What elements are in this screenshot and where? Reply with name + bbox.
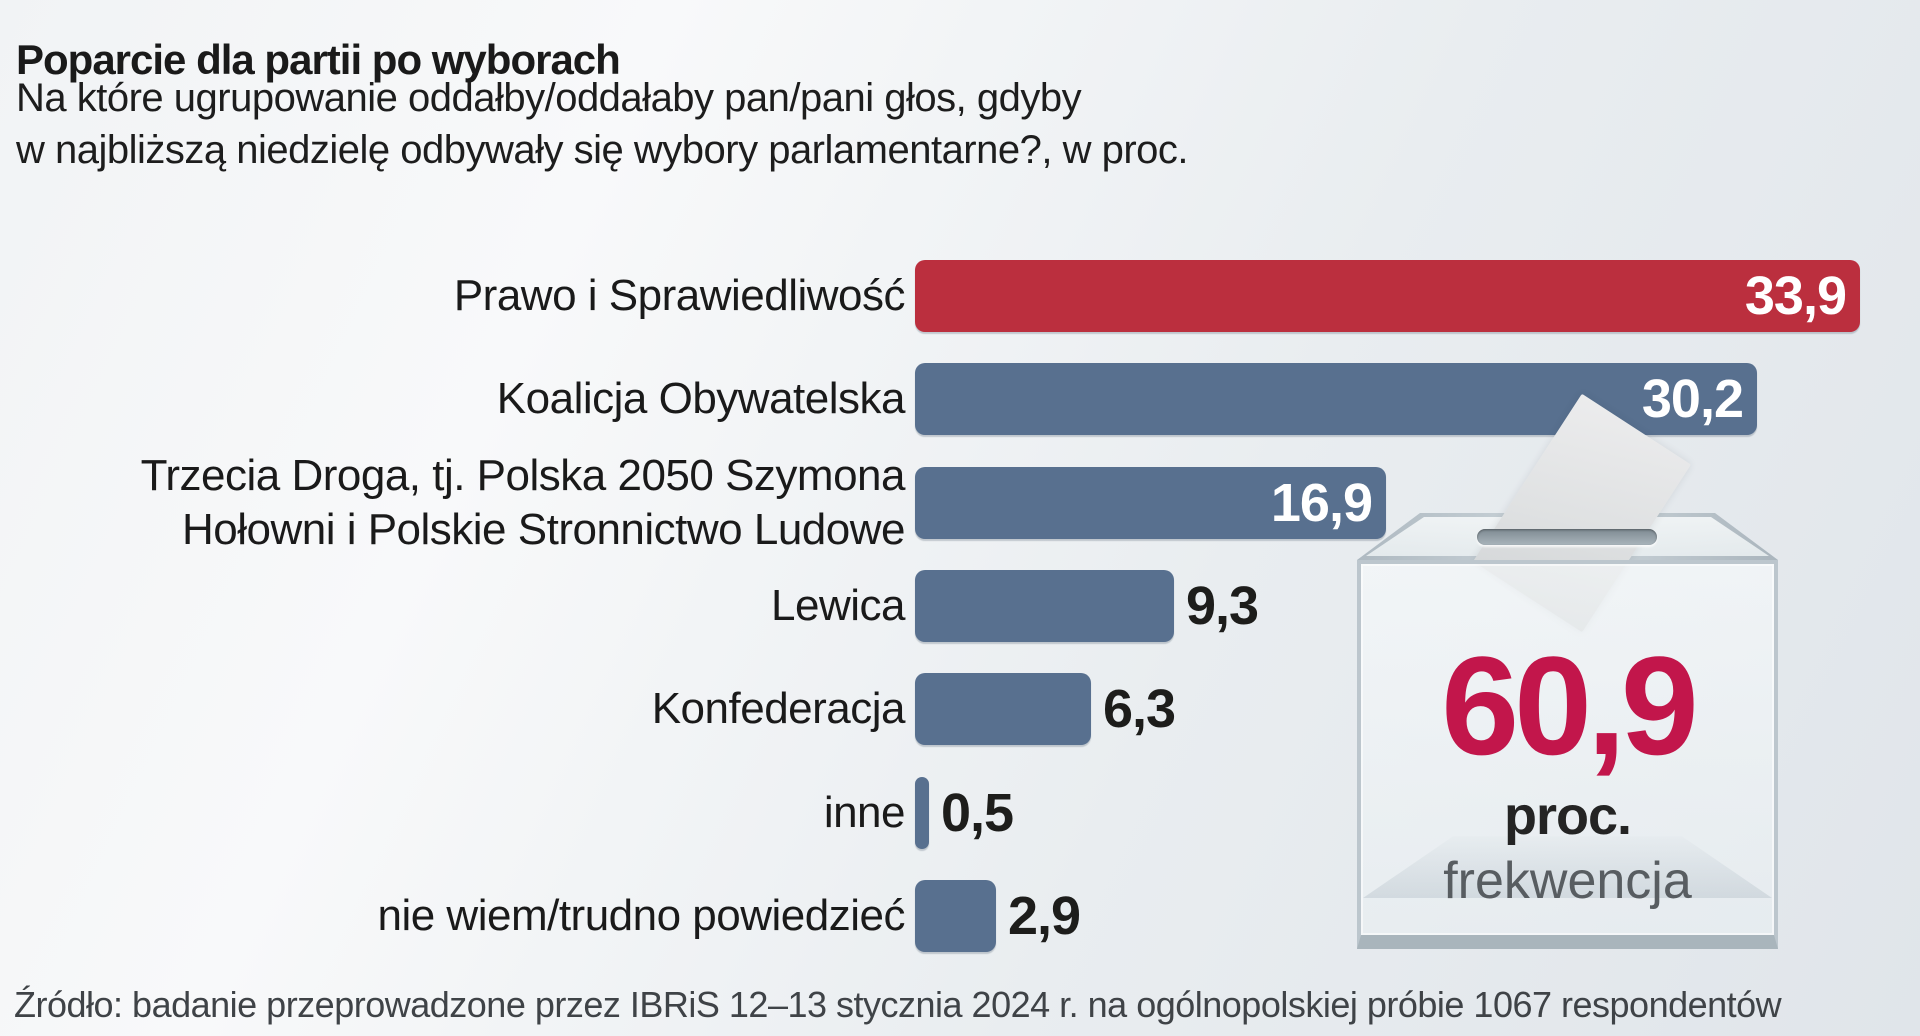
bar-row: Koalicja Obywatelska 30,2 [0,363,1920,435]
page-subtitle: Na które ugrupowanie oddałby/oddałaby pa… [16,72,1189,176]
bar [915,880,996,952]
category-label: inne [823,788,906,837]
value-label: 30,2 [1641,369,1744,429]
value-label: 6,3 [1103,679,1176,739]
value-label: 2,9 [1008,886,1081,946]
turnout-caption: frekwencja [1443,852,1692,910]
bar: 30,2 [915,363,1757,435]
value-label: 9,3 [1186,576,1259,636]
bar [915,673,1091,745]
category-label: Konfederacja [651,684,906,733]
page-title: Poparcie dla partii po wyborach [16,36,621,84]
subtitle-line-1: Na które ugrupowanie oddałby/oddałaby pa… [16,76,1082,120]
turnout-value: 60,9 [1441,627,1698,784]
bar-chart: Prawo i Sprawiedliwość 33,9 Koalicja Obywa… [0,260,1920,960]
category-label: Lewica [771,581,905,630]
subtitle-line-2: w najbliższą niedzielę odbywały się wybo… [16,128,1189,172]
source-note: Źródło: badanie przeprowadzone przez IBR… [14,984,1782,1025]
ballot-slot-icon [1477,529,1657,545]
bar-row: Trzecia Droga, tj. Polska 2050 Szymona H… [0,451,1920,554]
category-label: Trzecia Droga, tj. Polska 2050 Szymona H… [140,451,906,554]
bar: 16,9 [915,467,1386,539]
bar-row: Konfederacja 6,3 [0,673,1920,745]
bar-row: nie wiem/trudno powiedzieć 2,9 [0,880,1920,952]
bar-row: inne 0,5 [0,777,1920,849]
category-label: Koalicja Obywatelska [496,374,906,423]
bar-row: Prawo i Sprawiedliwość 33,9 [0,260,1920,332]
ballot-box-front-face [1357,560,1778,949]
value-label: 0,5 [941,783,1014,843]
category-label: Prawo i Sprawiedliwość [453,271,906,320]
category-label: nie wiem/trudno powiedzieć [377,891,905,940]
bar [915,570,1174,642]
value-label: 33,9 [1744,266,1847,326]
bar-row: Lewica 9,3 [0,570,1920,642]
bar [915,777,929,849]
value-label: 16,9 [1270,473,1373,533]
turnout-unit: proc. [1503,786,1632,846]
ballot-box: 60,9 proc. frekwencja [1357,393,1778,949]
bar: 33,9 [915,260,1860,332]
turnout-block: 60,9 proc. frekwencja [1357,631,1778,911]
